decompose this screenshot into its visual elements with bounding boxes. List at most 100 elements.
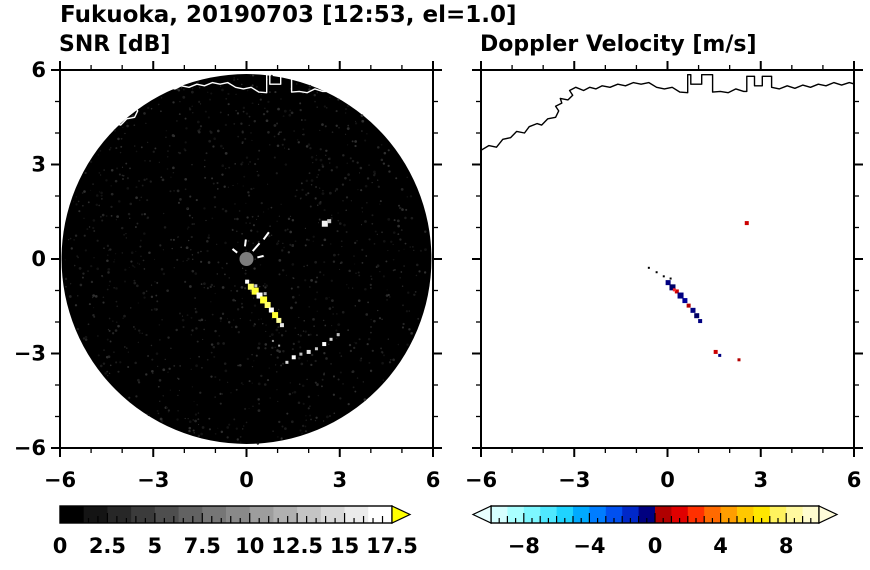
noise-speckle bbox=[204, 159, 206, 161]
noise-speckle bbox=[278, 332, 280, 334]
noise-speckle bbox=[247, 240, 250, 242]
noise-speckle bbox=[307, 333, 310, 336]
noise-speckle bbox=[361, 207, 363, 209]
noise-speckle bbox=[344, 176, 347, 180]
noise-speckle bbox=[292, 277, 295, 280]
noise-speckle bbox=[298, 316, 300, 319]
noise-speckle bbox=[249, 319, 252, 322]
noise-speckle bbox=[140, 255, 142, 257]
noise-speckle bbox=[307, 192, 310, 195]
noise-speckle bbox=[97, 354, 100, 357]
noise-speckle bbox=[106, 244, 110, 247]
colorbar-underflow-arrow bbox=[471, 505, 492, 524]
noise-speckle bbox=[358, 274, 361, 277]
noise-speckle bbox=[241, 306, 244, 309]
noise-speckle bbox=[328, 307, 332, 310]
noise-speckle bbox=[68, 239, 70, 241]
noise-speckle bbox=[309, 414, 311, 417]
noise-speckle bbox=[323, 352, 326, 355]
noise-speckle bbox=[346, 127, 350, 131]
colorbar-cell bbox=[687, 506, 705, 523]
noise-speckle bbox=[173, 267, 175, 269]
noise-speckle bbox=[325, 154, 327, 157]
noise-speckle bbox=[252, 224, 255, 227]
noise-speckle bbox=[107, 355, 111, 359]
noise-speckle bbox=[304, 330, 307, 333]
noise-speckle bbox=[82, 276, 84, 279]
noise-speckle bbox=[322, 319, 325, 322]
noise-speckle bbox=[242, 428, 244, 430]
noise-speckle bbox=[177, 201, 181, 204]
noise-speckle bbox=[249, 161, 251, 163]
x-tick-label: −6 bbox=[44, 468, 76, 492]
noise-speckle bbox=[194, 419, 197, 423]
noise-speckle bbox=[188, 426, 192, 430]
snr-panel bbox=[60, 74, 433, 445]
noise-speckle bbox=[151, 369, 154, 373]
noise-speckle bbox=[133, 279, 136, 282]
noise-speckle bbox=[258, 285, 261, 288]
noise-speckle bbox=[248, 251, 250, 253]
noise-speckle bbox=[383, 354, 385, 357]
clutter-dash bbox=[231, 248, 238, 254]
noise-speckle bbox=[309, 286, 311, 288]
noise-speckle bbox=[303, 319, 306, 322]
noise-speckle bbox=[153, 307, 157, 311]
noise-speckle bbox=[216, 187, 219, 190]
noise-speckle bbox=[329, 96, 331, 99]
noise-speckle bbox=[82, 337, 86, 340]
noise-speckle bbox=[109, 280, 111, 283]
noise-speckle bbox=[112, 320, 114, 322]
noise-speckle bbox=[286, 412, 289, 415]
noise-speckle bbox=[206, 239, 209, 243]
noise-speckle bbox=[122, 317, 124, 320]
noise-speckle bbox=[312, 317, 315, 321]
noise-speckle bbox=[319, 158, 323, 162]
noise-speckle bbox=[356, 161, 359, 164]
noise-speckle bbox=[95, 203, 98, 207]
noise-speckle bbox=[387, 338, 389, 340]
noise-speckle bbox=[226, 436, 229, 439]
colorbar-label: 15 bbox=[330, 534, 359, 558]
noise-speckle bbox=[151, 358, 154, 361]
noise-speckle bbox=[209, 285, 212, 288]
noise-speckle bbox=[115, 361, 118, 364]
colorbar-label: 0 bbox=[648, 534, 663, 558]
noise-speckle bbox=[251, 102, 254, 105]
radar-echo bbox=[314, 347, 318, 351]
noise-speckle bbox=[210, 343, 214, 346]
noise-speckle bbox=[402, 322, 405, 326]
noise-speckle bbox=[118, 173, 121, 176]
noise-speckle bbox=[235, 427, 238, 430]
noise-speckle bbox=[263, 211, 265, 213]
colorbar-cell bbox=[622, 506, 640, 523]
noise-speckle bbox=[346, 144, 349, 146]
noise-speckle bbox=[330, 363, 332, 365]
noise-speckle bbox=[102, 301, 105, 304]
noise-speckle bbox=[116, 215, 119, 219]
noise-speckle bbox=[278, 350, 282, 353]
noise-speckle bbox=[258, 149, 261, 152]
noise-speckle bbox=[198, 100, 201, 103]
noise-speckle bbox=[335, 110, 338, 113]
noise-speckle bbox=[196, 340, 199, 343]
noise-speckle bbox=[307, 143, 311, 146]
noise-speckle bbox=[235, 289, 239, 293]
noise-speckle bbox=[126, 187, 130, 190]
noise-speckle bbox=[345, 196, 349, 199]
noise-speckle bbox=[148, 251, 151, 255]
noise-speckle bbox=[283, 147, 286, 149]
noise-speckle bbox=[366, 343, 369, 346]
noise-speckle bbox=[109, 340, 112, 343]
noise-speckle bbox=[217, 129, 220, 133]
noise-speckle bbox=[194, 297, 196, 299]
noise-speckle bbox=[100, 194, 103, 197]
noise-speckle bbox=[290, 420, 294, 424]
noise-speckle bbox=[175, 119, 178, 122]
noise-speckle bbox=[381, 352, 384, 354]
noise-speckle bbox=[347, 287, 350, 289]
noise-speckle bbox=[191, 254, 194, 256]
noise-speckle bbox=[263, 383, 267, 386]
noise-speckle bbox=[238, 363, 242, 367]
noise-speckle bbox=[401, 326, 405, 329]
